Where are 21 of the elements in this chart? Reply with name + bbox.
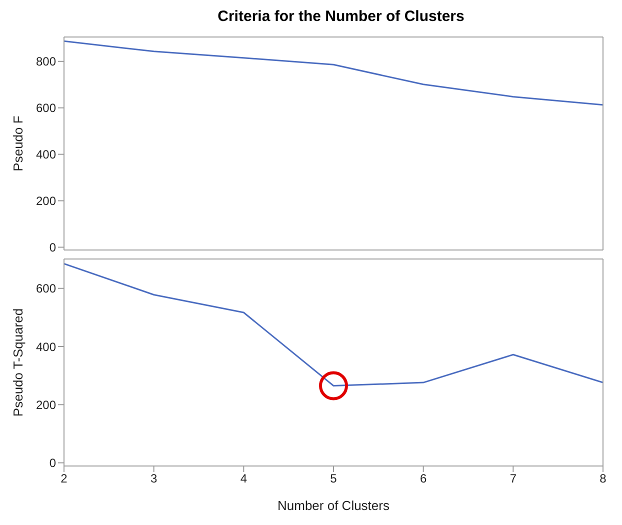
x-tick-label: 7 xyxy=(510,472,517,486)
y-tick-label: 200 xyxy=(36,194,56,208)
y-tick-label: 200 xyxy=(36,398,56,412)
y-tick-label: 800 xyxy=(36,54,56,69)
y-tick-label: 400 xyxy=(36,148,56,162)
chart-title: Criteria for the Number of Clusters xyxy=(216,8,466,27)
y-axis-title: Pseudo F xyxy=(10,116,26,172)
y-tick-label: 400 xyxy=(36,340,56,354)
y-tick-label: 0 xyxy=(49,240,56,254)
y-axis-title: Pseudo T-Squared xyxy=(10,308,26,417)
y-tick-label: 0 xyxy=(49,456,56,470)
y-tick-label: 600 xyxy=(36,101,56,116)
x-tick-label: 4 xyxy=(240,472,248,486)
x-axis-title: Number of Clusters xyxy=(278,498,390,513)
x-tick-label: 5 xyxy=(330,472,338,486)
x-tick-label: 6 xyxy=(420,472,427,486)
y-tick-label: 600 xyxy=(36,282,56,296)
x-tick-label: 2 xyxy=(60,472,68,486)
line-series xyxy=(64,40,603,106)
x-tick-label: 8 xyxy=(600,472,607,486)
x-tick-label: 3 xyxy=(150,472,158,486)
